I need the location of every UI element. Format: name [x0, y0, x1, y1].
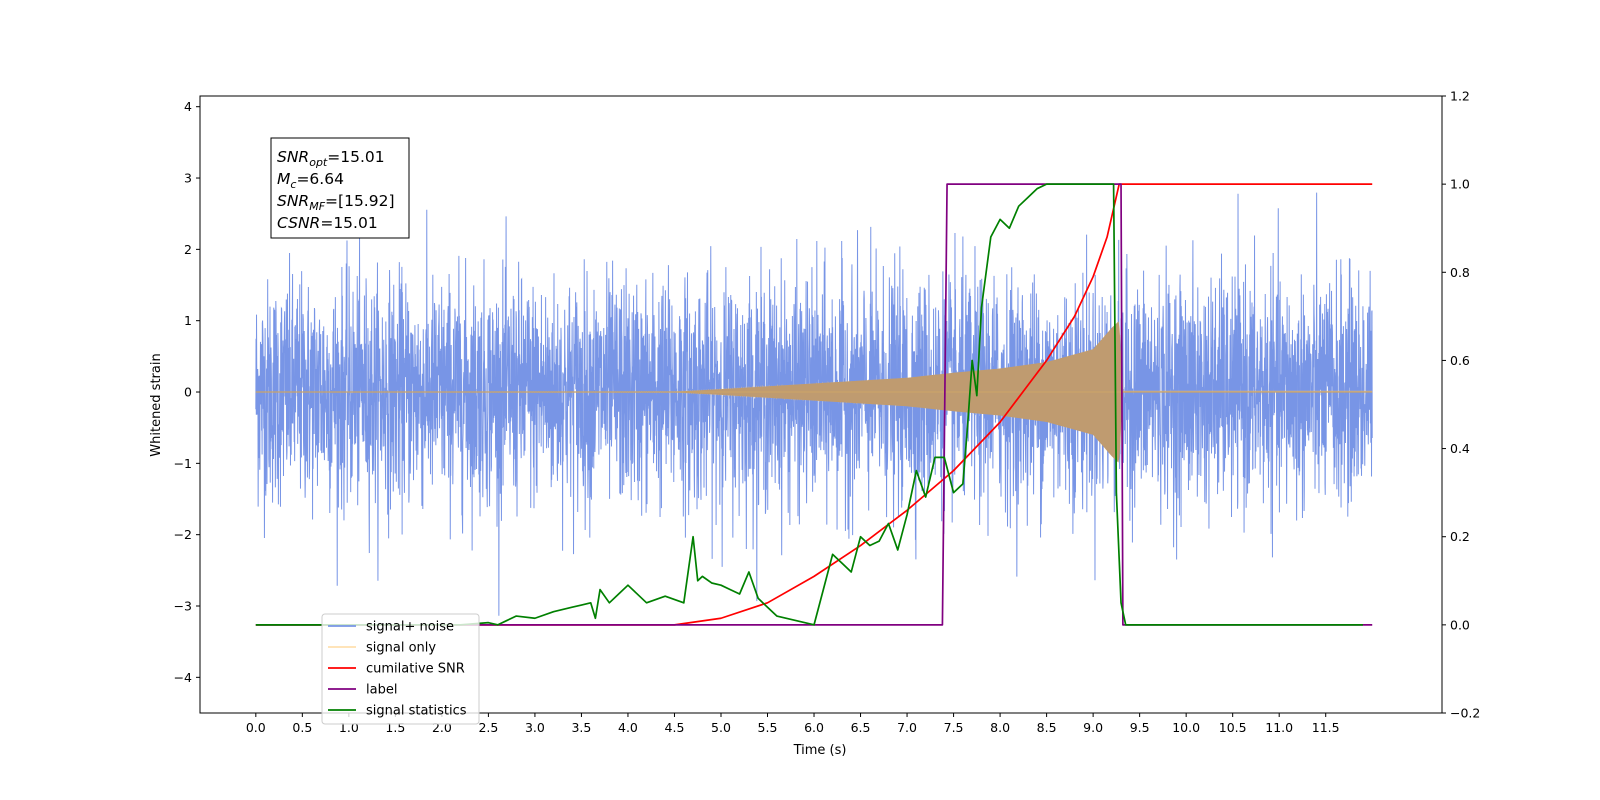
x-tick-label: 4.0: [618, 720, 638, 735]
y-right-tick-label: 0.8: [1450, 265, 1470, 280]
y-right-tick-label: 0.2: [1450, 529, 1470, 544]
y-right-tick-label: −0.2: [1450, 706, 1480, 721]
series-signal-noise-line: [255, 192, 1373, 616]
x-tick-label: 6.0: [804, 720, 824, 735]
legend: signal+ noise signal only cumilative SNR la…: [321, 613, 480, 725]
y-left-tick-label: 3: [184, 171, 192, 186]
y-axis-right: −0.2 0.0 0.2 0.4 0.6 0.8 1.0 1.2: [1442, 89, 1480, 721]
y-left-tick-label: −4: [174, 670, 192, 685]
y-right-tick-label: 1.2: [1450, 89, 1470, 104]
x-tick-label: 9.5: [1130, 720, 1150, 735]
x-tick-label: 3.0: [525, 720, 545, 735]
legend-label: signal statistics: [366, 704, 467, 719]
y-left-tick-label: 2: [184, 242, 192, 257]
x-tick-label: 10.0: [1172, 720, 1200, 735]
legend-label: cumilative SNR: [366, 662, 465, 677]
y-left-tick-label: 0: [184, 385, 192, 400]
y-left-tick-label: 1: [184, 313, 192, 328]
x-tick-label: 5.0: [711, 720, 731, 735]
x-tick-label: 6.5: [851, 720, 871, 735]
annotation-line: SNRMF=[15.92]: [277, 192, 395, 213]
legend-label: label: [366, 683, 397, 698]
x-tick-label: 0.5: [292, 720, 312, 735]
annotation-line: SNRopt=15.01: [277, 148, 385, 169]
x-tick-label: 8.0: [990, 720, 1010, 735]
plot-area: [255, 183, 1373, 626]
x-tick-label: 4.5: [665, 720, 685, 735]
legend-label: signal only: [366, 641, 436, 656]
x-tick-label: 9.0: [1083, 720, 1103, 735]
x-tick-label: 8.5: [1037, 720, 1057, 735]
annotation-line: Mc=6.64: [277, 170, 344, 191]
x-tick-label: 3.5: [571, 720, 591, 735]
x-tick-label: 11.0: [1265, 720, 1293, 735]
x-tick-label: 5.5: [758, 720, 778, 735]
y-left-tick-label: 4: [184, 99, 192, 114]
y-axis-label: Whitened strain: [149, 353, 164, 456]
y-right-tick-label: 1.0: [1450, 177, 1470, 192]
snr-annotation-box: SNRopt=15.01Mc=6.64SNRMF=[15.92]CSNR=15.…: [270, 137, 410, 239]
x-tick-label: 10.5: [1219, 720, 1247, 735]
y-axis-left: −4 −3 −2 −1 0 1 2 3 4: [174, 99, 200, 685]
y-right-tick-label: 0.4: [1450, 441, 1470, 456]
y-left-tick-label: −1: [174, 456, 192, 471]
y-left-tick-label: −2: [174, 527, 192, 542]
y-left-tick-label: −3: [174, 599, 192, 614]
x-tick-label: 7.5: [944, 720, 964, 735]
x-tick-label: 7.0: [897, 720, 917, 735]
annotation-line: CSNR=15.01: [277, 214, 378, 232]
legend-label: signal+ noise: [366, 620, 454, 635]
y-right-tick-label: 0.0: [1450, 617, 1470, 632]
series-signal-statistics-line: [255, 183, 1363, 626]
x-tick-label: 11.5: [1312, 720, 1340, 735]
x-tick-label: 2.5: [478, 720, 498, 735]
x-axis-label: Time (s): [793, 743, 847, 758]
x-tick-label: 0.0: [246, 720, 266, 735]
legend-frame: [321, 613, 480, 725]
annotation-frame: [270, 137, 410, 239]
axes-frame: [199, 95, 1443, 714]
y-right-tick-label: 0.6: [1450, 353, 1470, 368]
